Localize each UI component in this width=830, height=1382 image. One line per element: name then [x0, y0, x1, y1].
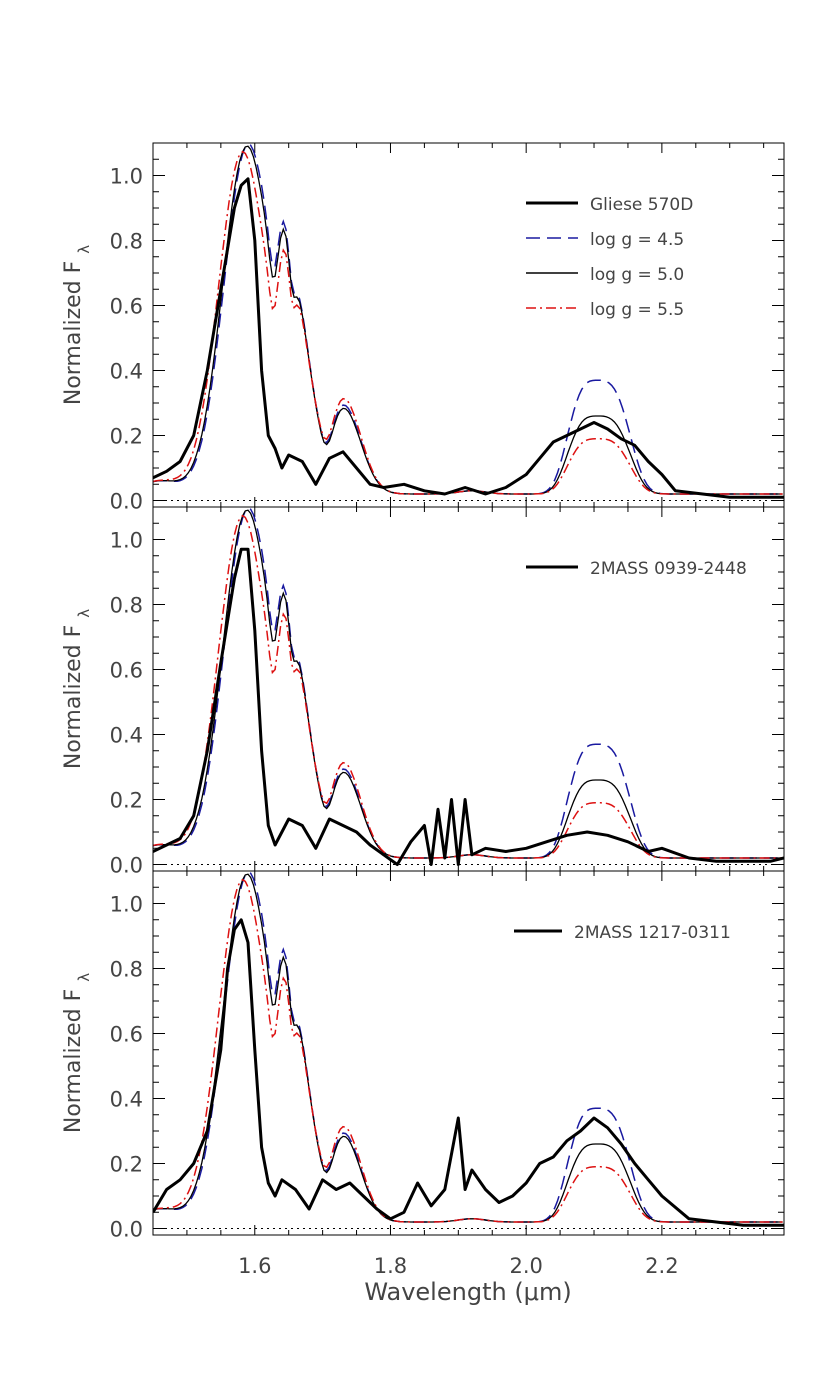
legend-panel-1: Gliese 570D log g = 4.5 log g = 5.0 log g =…	[526, 195, 693, 320]
panels-layer: 0.0 0.2 0.4 0.6 0.8 1.0 Normalized F λ Gliese 5…	[61, 142, 785, 1242]
y-tick-label: 0.4	[110, 1088, 143, 1112]
y-tick-label: 1.0	[110, 893, 143, 917]
y-tick-label: 0.4	[110, 360, 143, 384]
y-tick-label: 0.0	[110, 854, 143, 878]
panel-frame	[152, 870, 785, 1236]
ticks-panel-2	[152, 506, 784, 871]
x-tick-labels: 1.6 1.8 2.0 2.2	[238, 1254, 679, 1278]
y-tick-label: 0.8	[110, 594, 143, 618]
y-tick-label: 0.6	[110, 1023, 143, 1047]
legend-panel-3: 2MASS 1217-0311	[514, 923, 731, 943]
panel-3: 0.0 0.2 0.4 0.6 0.8 1.0 Normalized F λ 2MASS 12…	[61, 870, 785, 1242]
y-tick-label: 0.8	[110, 230, 143, 254]
observed-series	[153, 918, 784, 1227]
y-tick-label: 0.0	[110, 1218, 143, 1242]
legend-label-logg_5_0: log g = 5.0	[590, 265, 684, 285]
observed-series	[153, 177, 784, 499]
model-series-logg_5_5	[153, 150, 783, 495]
y-tick-label: 1.0	[110, 529, 143, 553]
y-tick-label: 0.6	[110, 659, 143, 683]
y-axis-label: Normalized F λ	[61, 245, 93, 405]
y-tick-label: 0.2	[110, 425, 143, 449]
y-axis-label: Normalized F λ	[61, 609, 93, 769]
legend-label-logg_4_5: log g = 4.5	[590, 230, 684, 250]
y-tick-label: 1.0	[110, 165, 143, 189]
plot-area-2	[153, 507, 784, 866]
model-series-logg_5_5	[153, 878, 783, 1223]
legend-label-observed: 2MASS 1217-0311	[574, 923, 731, 943]
y-tick-label: 0.2	[110, 1153, 143, 1177]
plot-area-1	[153, 143, 784, 501]
plot-area-3	[153, 871, 784, 1229]
y-tick-label: 0.8	[110, 958, 143, 982]
y-axis-label: Normalized F λ	[61, 973, 93, 1133]
legend-label-observed: Gliese 570D	[590, 195, 693, 215]
x-tick-label: 2.0	[509, 1254, 542, 1278]
y-tick-label: 0.0	[110, 490, 143, 514]
y-tick-label: 0.4	[110, 724, 143, 748]
y-tick-label: 0.2	[110, 789, 143, 813]
legend-label-logg_5_5: log g = 5.5	[590, 300, 684, 320]
x-tick-label: 2.2	[645, 1254, 678, 1278]
legend-panel-2: 2MASS 0939-2448	[526, 559, 747, 579]
panel-2: 0.0 0.2 0.4 0.6 0.8 1.0 Normalized F λ 2MASS 09…	[61, 506, 785, 878]
panel-1: 0.0 0.2 0.4 0.6 0.8 1.0 Normalized F λ Gliese 5…	[61, 142, 785, 514]
x-tick-label: 1.8	[374, 1254, 407, 1278]
x-tick-label: 1.6	[238, 1254, 271, 1278]
y-tick-label: 0.6	[110, 295, 143, 319]
ticks-panel-3	[152, 870, 784, 1235]
observed-series	[153, 547, 784, 866]
x-axis-label: Wavelength (μm)	[364, 1278, 571, 1306]
model-series-logg_5_5	[153, 514, 783, 859]
legend-label-observed: 2MASS 0939-2448	[590, 559, 747, 579]
